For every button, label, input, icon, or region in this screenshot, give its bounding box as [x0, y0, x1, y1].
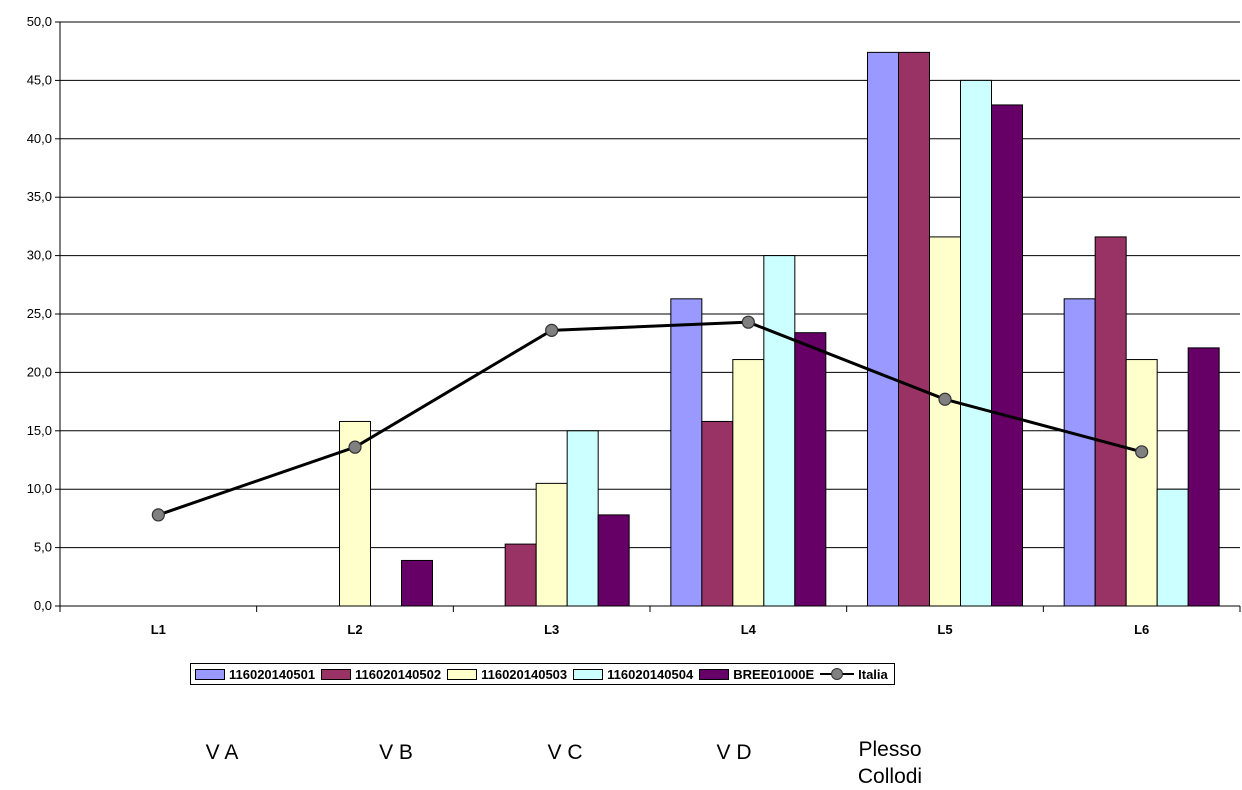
- label-va: V A: [205, 741, 239, 764]
- x-tick-label: L2: [347, 622, 362, 637]
- bar: [1063, 298, 1096, 607]
- bar: [763, 255, 796, 607]
- legend-label: 116020140502: [355, 666, 442, 682]
- legend: 116020140501 116020140502 116020140503 1160…: [190, 663, 895, 685]
- legend-item: BREE01000E: [699, 667, 814, 682]
- italia-line: [157, 320, 1143, 517]
- bar: [1125, 359, 1158, 607]
- y-tick-label: 30,0: [27, 248, 52, 263]
- y-tick-labels: 0,0 5,0 10,0 15,0 20,0 25,0 30,0 35,0 40,0 45,0 50…: [27, 14, 52, 613]
- bar: [535, 482, 568, 607]
- italia-marker: [1135, 445, 1149, 459]
- legend-item: 116020140504: [573, 667, 693, 682]
- bar: [794, 332, 827, 607]
- legend-line-marker: [820, 668, 855, 680]
- bars-group: [339, 51, 1220, 607]
- y-tick-label: 15,0: [27, 423, 52, 438]
- bar: [1094, 236, 1127, 607]
- x-tick-label: L6: [1134, 622, 1149, 637]
- italia-marker: [741, 315, 755, 329]
- legend-swatch: [195, 668, 225, 680]
- y-tick-label: 40,0: [27, 131, 52, 146]
- label-vc: V C: [547, 741, 583, 764]
- italia-marker: [545, 323, 559, 337]
- legend-item: 116020140503: [447, 667, 567, 682]
- bar: [566, 430, 599, 607]
- bar: [401, 559, 433, 607]
- y-tick-label: 25,0: [27, 306, 52, 321]
- legend-label: 116020140501: [229, 666, 316, 682]
- y-tick-label: 35,0: [27, 189, 52, 204]
- chart-canvas: 0,0 5,0 10,0 15,0 20,0 25,0 30,0 35,0 40,0 45,0 50…: [27, 14, 1241, 637]
- bar: [504, 543, 537, 607]
- label-vd: V D: [716, 741, 752, 764]
- legend-label: BREE01000E: [733, 666, 815, 682]
- bar: [960, 79, 992, 607]
- bar: [898, 51, 930, 607]
- y-tick-label: 10,0: [27, 481, 52, 496]
- bar: [701, 420, 734, 607]
- bar: [732, 359, 765, 607]
- label-plesso: Plesso: [858, 738, 922, 761]
- legend-swatch: [573, 668, 604, 680]
- label-plesso-collodi: Plesso Collodi: [850, 736, 930, 790]
- x-tick-label: L3: [544, 622, 559, 637]
- x-tick-labels: L1 L2 L3 L4 L5 L6: [151, 622, 1150, 637]
- italia-marker: [151, 508, 165, 522]
- legend-label: 116020140503: [481, 666, 568, 682]
- bar: [1156, 488, 1189, 607]
- legend-swatch: [447, 668, 478, 680]
- italia-line-group: [151, 315, 1149, 522]
- bar: [867, 51, 899, 607]
- label-collodi: Collodi: [857, 765, 923, 788]
- axes: [59, 22, 1241, 612]
- legend-label: 116020140504: [607, 666, 694, 682]
- legend-label: Italia: [858, 666, 888, 682]
- bar: [991, 104, 1023, 607]
- y-tick-label: 0,0: [34, 598, 52, 613]
- bar: [597, 514, 630, 607]
- x-tick-label: L5: [937, 622, 952, 637]
- bar: [670, 298, 703, 607]
- label-vb: V B: [379, 741, 413, 764]
- legend-swatch: [699, 668, 730, 680]
- italia-marker: [938, 392, 952, 406]
- x-tick-label: L4: [741, 622, 757, 637]
- y-tick-label: 45,0: [27, 72, 52, 87]
- x-tick-label: L1: [151, 622, 166, 637]
- y-tick-label: 20,0: [27, 364, 52, 379]
- y-tick-label: 50,0: [27, 14, 52, 29]
- legend-item: 116020140502: [321, 667, 441, 682]
- y-tick-label: 5,0: [34, 540, 52, 555]
- legend-item: Italia: [820, 667, 888, 682]
- gridlines: [55, 21, 1240, 607]
- bar: [1187, 347, 1220, 607]
- legend-swatch: [321, 668, 352, 680]
- bar: [929, 236, 961, 607]
- legend-item: 116020140501: [195, 667, 315, 682]
- italia-marker: [348, 440, 362, 454]
